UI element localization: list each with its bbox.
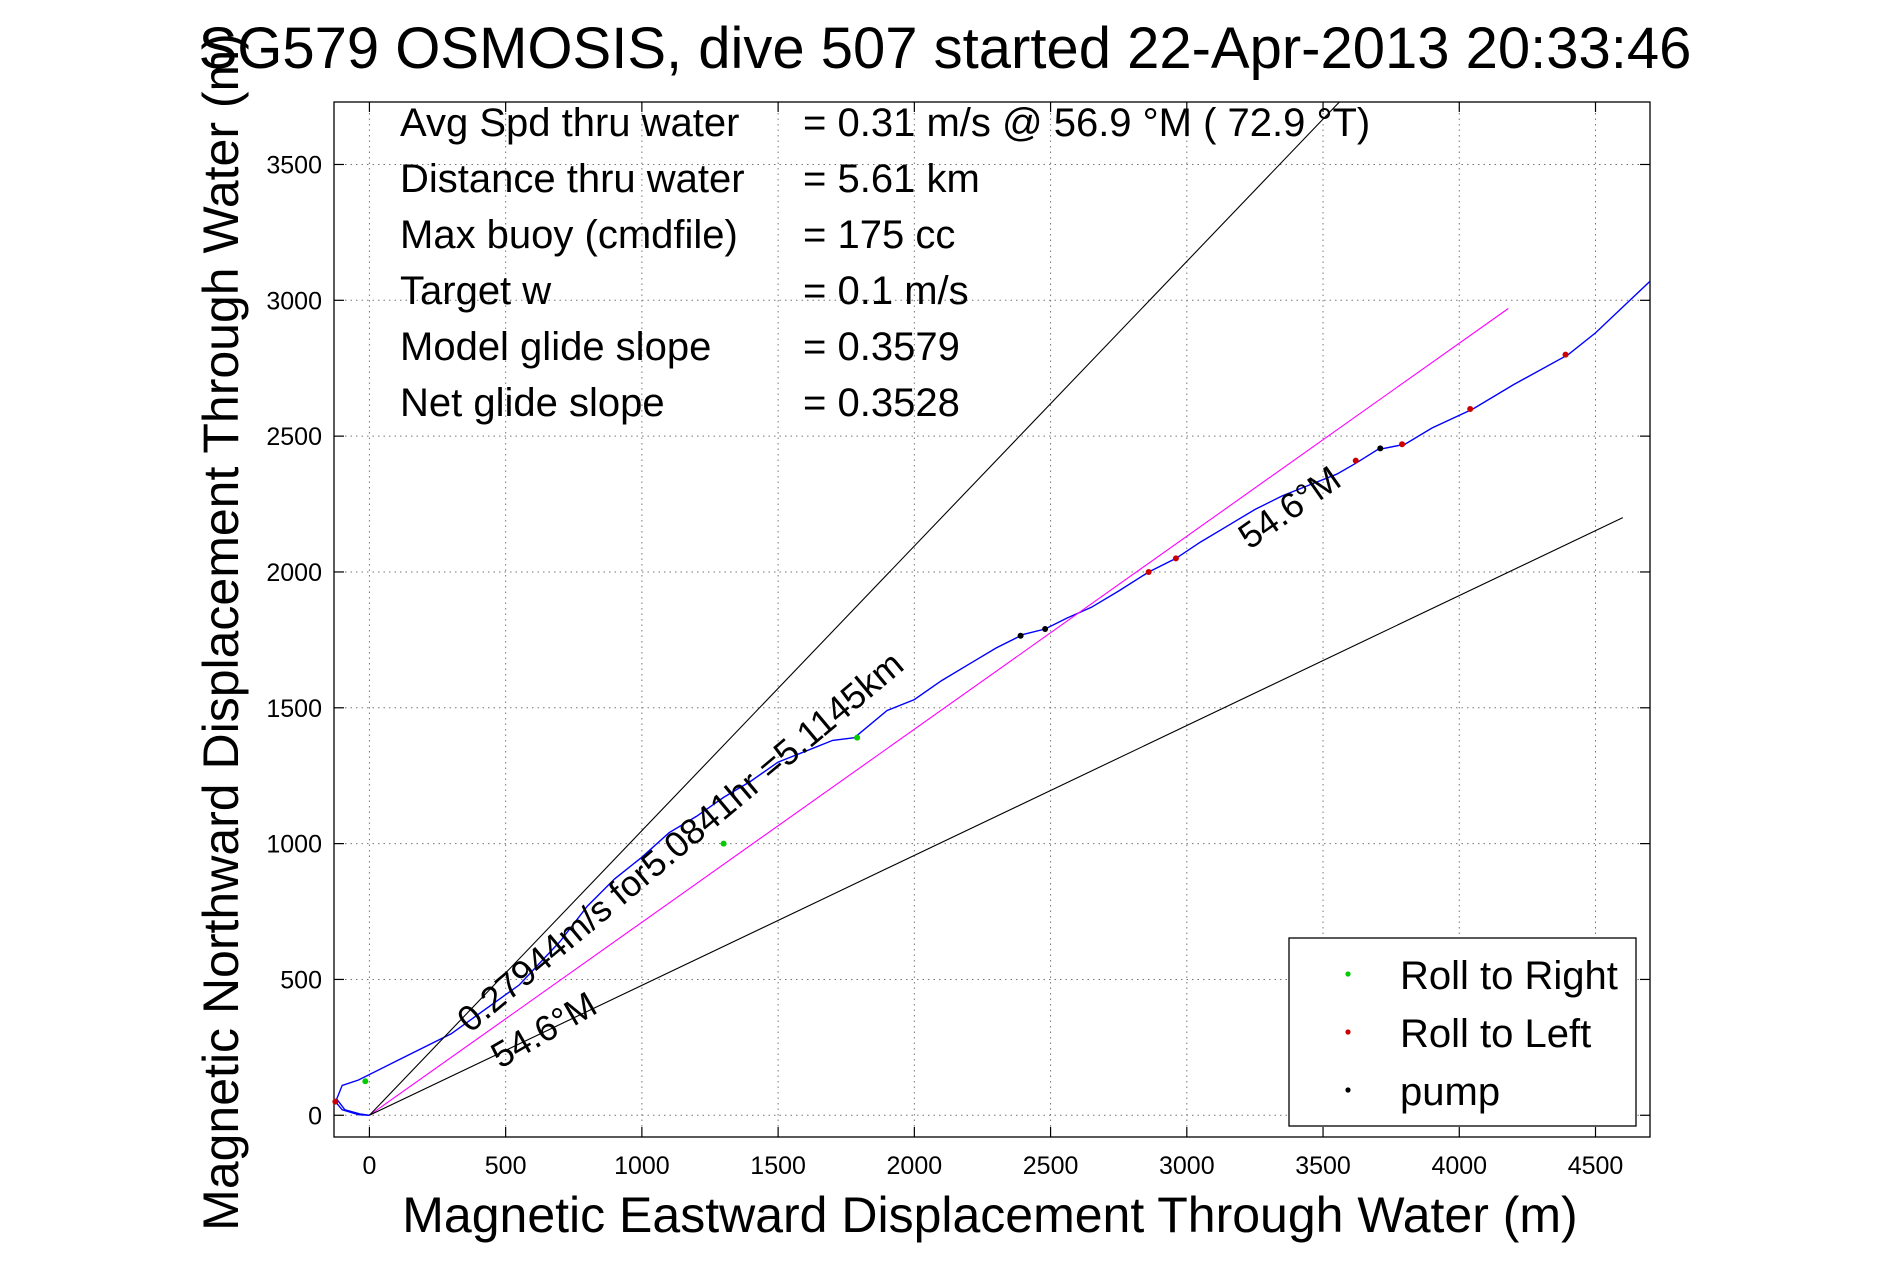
- y-tick-label: 1000: [266, 831, 322, 859]
- info-value: = 0.3528: [803, 381, 960, 425]
- info-label: Distance thru water: [400, 157, 745, 201]
- roll-to-right-marker: [720, 840, 727, 847]
- x-tick-label: 3000: [1159, 1152, 1215, 1180]
- y-tick-label: 1500: [266, 695, 322, 723]
- y-tick-label: 3500: [266, 151, 322, 179]
- roll-to-left-marker: [1562, 351, 1569, 358]
- x-tick-label: 1500: [750, 1152, 806, 1180]
- x-tick-label: 3500: [1295, 1152, 1351, 1180]
- grid: [334, 102, 1650, 1137]
- x-tick-label: 4500: [1568, 1152, 1624, 1180]
- legend-marker: [1345, 1087, 1351, 1093]
- info-value: = 5.61 km: [803, 157, 980, 201]
- chart-title: SG579 OSMOSIS, dive 507 started 22-Apr-2…: [199, 16, 1692, 81]
- legend-marker: [1345, 971, 1351, 977]
- series-54-6-m-lower: [369, 517, 1624, 1116]
- roll-to-left-marker: [332, 1098, 339, 1105]
- series-points: [332, 351, 1569, 1105]
- y-tick-label: 500: [280, 966, 322, 994]
- series-lines: [334, 102, 1650, 1116]
- y-tick-label: 2000: [266, 559, 322, 587]
- roll-to-left-marker: [1467, 405, 1474, 412]
- x-tick-label: 4000: [1431, 1152, 1487, 1180]
- info-block: Avg Spd thru water = 0.31 m/s @ 56.9 °M (…: [400, 101, 1370, 425]
- info-value: = 0.3579: [803, 325, 960, 369]
- roll-to-left-marker: [1352, 457, 1359, 464]
- legend-label: Roll to Right: [1400, 954, 1618, 998]
- info-value: = 175 cc: [803, 213, 955, 257]
- legend-marker: [1345, 1029, 1351, 1035]
- y-axis-label: Magnetic Northward Displacement Through …: [193, 33, 249, 1231]
- legend: Roll to Right Roll to Left pump: [1288, 937, 1637, 1127]
- plot-area-frame: [333, 101, 1651, 1138]
- legend-label: Roll to Left: [1400, 1012, 1591, 1056]
- info-label: Avg Spd thru water: [400, 101, 739, 145]
- series-course: [369, 308, 1509, 1116]
- series-track-start: [334, 1101, 370, 1116]
- info-label: Max buoy (cmdfile): [400, 213, 738, 257]
- pump-marker: [1017, 632, 1024, 639]
- info-label: Net glide slope: [400, 381, 665, 425]
- roll-to-left-marker: [1145, 568, 1152, 575]
- roll-to-right-marker: [854, 734, 861, 741]
- series-54-6-m-upper: [369, 102, 1340, 1116]
- roll-to-right-marker: [362, 1078, 369, 1085]
- info-label: Target w: [400, 269, 551, 313]
- pump-marker: [1042, 626, 1049, 633]
- info-label: Model glide slope: [400, 325, 711, 369]
- x-tick-label: 0: [362, 1152, 376, 1180]
- y-tick-label: 2500: [266, 423, 322, 451]
- info-value: = 0.1 m/s: [803, 269, 969, 313]
- x-tick-label: 2000: [887, 1152, 943, 1180]
- info-value: = 0.31 m/s @ 56.9 °M ( 72.9 °T): [803, 101, 1370, 145]
- x-tick-label: 500: [485, 1152, 527, 1180]
- series-track: [335, 280, 1650, 1116]
- x-tick-label: 2500: [1023, 1152, 1079, 1180]
- roll-to-left-marker: [1399, 441, 1406, 448]
- pump-marker: [1377, 445, 1384, 452]
- roll-to-left-marker: [1172, 555, 1179, 562]
- axis-ticks: 0 500 1000 1500 2000 2500 3000 3500 4000 4500 0 500…: [266, 102, 1650, 1180]
- y-tick-label: 0: [308, 1102, 322, 1130]
- y-tick-label: 3000: [266, 287, 322, 315]
- x-axis-label: Magnetic Eastward Displacement Through W…: [402, 1187, 1577, 1243]
- x-tick-label: 1000: [614, 1152, 670, 1180]
- legend-label: pump: [1400, 1070, 1500, 1114]
